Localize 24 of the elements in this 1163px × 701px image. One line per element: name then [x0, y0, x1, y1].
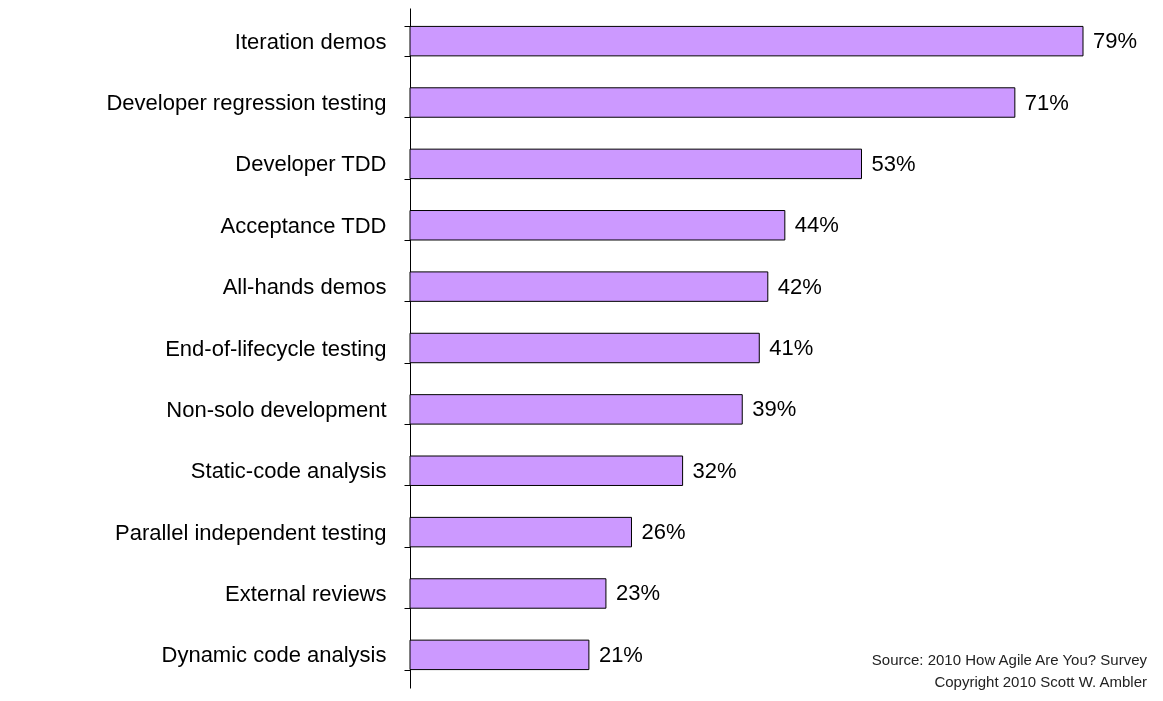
y-tick-label: All-hands demos — [222, 274, 387, 300]
y-tick-label: Static-code analysis — [190, 458, 387, 484]
data-label: 79% — [1093, 28, 1138, 54]
y-tick-label: Acceptance TDD — [220, 212, 387, 238]
y-tick-label: End-of-lifecycle testing — [165, 335, 387, 361]
annotation: Copyright 2010 Scott W. Ambler — [933, 672, 1147, 692]
y-tick-label: Developer TDD — [235, 151, 387, 177]
data-label: 71% — [1024, 89, 1069, 115]
annotation: Source: 2010 How Agile Are You? Survey — [871, 650, 1147, 670]
data-label: 53% — [871, 150, 916, 176]
y-tick-label: External reviews — [225, 580, 387, 606]
data-label: 41% — [769, 335, 814, 360]
data-label: 39% — [752, 396, 797, 422]
y-tick-label: Non-solo development — [166, 396, 387, 422]
data-label: 44% — [794, 212, 839, 238]
data-label: 42% — [777, 273, 822, 299]
y-tick-label: Parallel independent testing — [114, 519, 387, 545]
data-label: 26% — [641, 519, 686, 545]
y-tick-label: Iteration demos — [234, 28, 387, 54]
data-label: 23% — [615, 580, 660, 606]
data-label: 21% — [598, 641, 643, 667]
data-label: 32% — [692, 457, 737, 483]
y-tick-label: Developer regression testing — [106, 90, 387, 116]
y-tick-label: Dynamic code analysis — [161, 642, 387, 668]
